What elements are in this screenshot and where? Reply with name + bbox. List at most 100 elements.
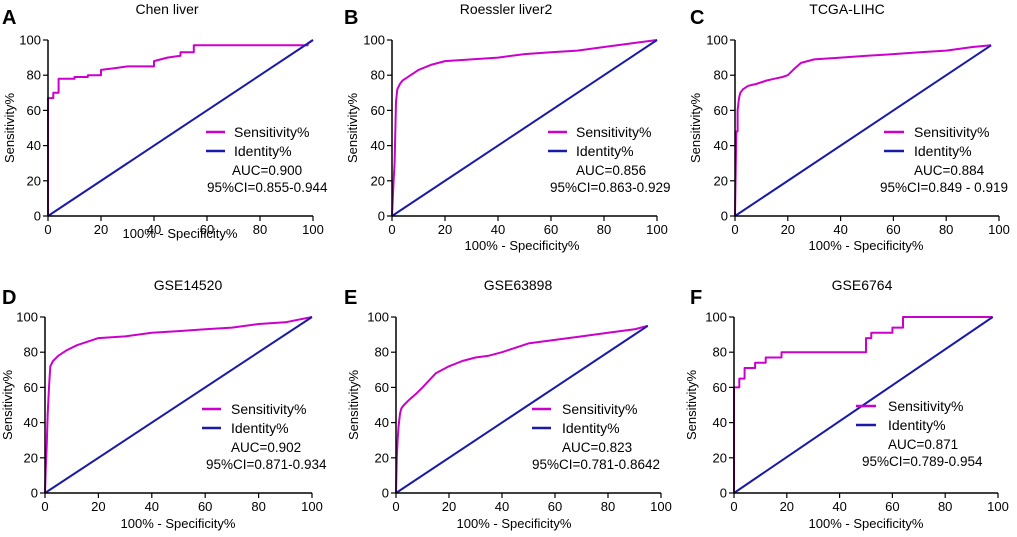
y-tick-label: 60 [714,103,728,118]
y-tick-label: 80 [27,68,41,83]
sensitivity-curve [391,39,658,217]
y-axis-label: Sensitivity% [0,370,15,441]
y-tick-label: 100 [19,33,41,48]
x-axis-label: 100% - Specificity% [809,516,924,531]
y-tick-label: 20 [27,173,41,188]
chart-title: TCGA-LIHC [809,1,884,17]
x-tick-label: 100 [301,499,323,514]
identity-line [391,39,658,217]
panel-letter: D [2,287,16,309]
legend-label-identity: Identity% [234,143,292,159]
legend-label-identity: Identity% [914,143,972,159]
x-tick-label: 40 [495,499,509,514]
x-tick-label: 40 [832,499,846,514]
x-tick-label: 60 [886,222,900,237]
legend: Sensitivity% Identity% [202,401,306,436]
x-tick-label: 100 [646,222,668,237]
x-tick-label: 80 [939,222,953,237]
x-tick-label: 40 [491,222,505,237]
sensitivity-curve [44,316,313,494]
chart-title: GSE6764 [832,277,893,293]
x-tick-label: 80 [601,499,615,514]
x-tick-label: 40 [145,499,159,514]
x-tick-label: 60 [200,222,214,237]
y-tick-label: 60 [375,380,389,395]
x-tick-label: 0 [392,499,399,514]
auc-label: AUC=0.871 [888,437,958,452]
chart-title: GSE63898 [484,277,553,293]
legend-label-sensitivity: Sensitivity% [231,401,306,417]
y-tick-label: 0 [31,486,38,501]
legend-label-identity: Identity% [888,417,946,433]
x-tick-label: 60 [885,499,899,514]
legend-label-sensitivity: Sensitivity% [888,398,963,414]
panel-letter: F [690,287,702,309]
auc-label: AUC=0.884 [914,163,985,178]
x-axis-label: 100% - Specificity% [809,238,924,253]
y-tick-label: 40 [714,138,728,153]
ci-label: 95%CI=0.863-0.929 [550,180,670,195]
auc-label: AUC=0.900 [232,163,302,178]
ci-label: 95%CI=0.855-0.944 [207,180,328,195]
y-tick-label: 0 [378,209,385,224]
x-tick-label: 80 [597,222,611,237]
x-tick-label: 80 [251,499,265,514]
panel-letter: C [690,7,704,29]
y-tick-label: 100 [706,33,728,48]
auc-label: AUC=0.856 [576,163,646,178]
x-axis-label: 100% - Specificity% [123,226,238,241]
legend: Sensitivity% Identity% [884,124,989,159]
identity-line [395,324,649,494]
y-axis-label: Sensitivity% [2,93,17,164]
y-axis-label: Sensitivity% [346,370,361,441]
auc-label: AUC=0.823 [562,440,632,455]
identity-line [44,316,313,494]
y-tick-label: 80 [713,345,727,360]
y-tick-label: 100 [16,310,38,325]
ci-label: 95%CI=0.789-0.954 [862,454,983,469]
identity-line [734,44,992,217]
x-tick-label: 40 [833,222,847,237]
sensitivity-curve [395,324,649,494]
y-tick-label: 0 [34,209,41,224]
x-tick-label: 80 [938,499,952,514]
y-tick-label: 20 [713,450,727,465]
y-tick-label: 80 [24,345,38,360]
x-tick-label: 0 [731,222,738,237]
y-tick-label: 40 [371,138,385,153]
legend-label-identity: Identity% [562,420,620,436]
sensitivity-curve [734,44,992,217]
x-tick-label: 20 [780,499,794,514]
x-tick-label: 20 [438,222,452,237]
y-axis-label: Sensitivity% [688,93,703,164]
x-tick-label: 100 [987,499,1009,514]
y-tick-label: 40 [27,138,41,153]
panel-b: B Roessler liver2 0 20 40 60 80 100 0 20 40 60 80 1… [344,1,670,253]
x-tick-label: 20 [91,499,105,514]
y-tick-label: 100 [705,310,727,325]
legend-label-sensitivity: Sensitivity% [234,124,309,140]
x-tick-label: 20 [781,222,795,237]
x-tick-label: 40 [147,222,161,237]
y-tick-label: 60 [27,103,41,118]
identity-line [47,39,314,217]
legend: Sensitivity% Identity% [856,398,963,433]
y-tick-label: 100 [367,310,389,325]
y-tick-label: 0 [382,486,389,501]
x-tick-label: 100 [302,222,324,237]
y-tick-label: 0 [721,209,728,224]
legend: Sensitivity% Identity% [548,124,651,159]
chart-title: GSE14520 [154,277,223,293]
x-tick-label: 0 [41,499,48,514]
plot-area: 0 20 40 60 80 100 0 20 40 60 80 100 [16,310,323,515]
y-tick-label: 20 [714,173,728,188]
y-tick-label: 40 [713,415,727,430]
x-tick-label: 0 [388,222,395,237]
x-tick-label: 20 [442,499,456,514]
x-tick-label: 60 [548,499,562,514]
y-tick-label: 80 [714,68,728,83]
plot-area: 0 20 40 60 80 100 0 20 40 60 80 100 [19,33,324,238]
y-axis-label: Sensitivity% [345,93,360,164]
x-tick-label: 0 [44,222,51,237]
